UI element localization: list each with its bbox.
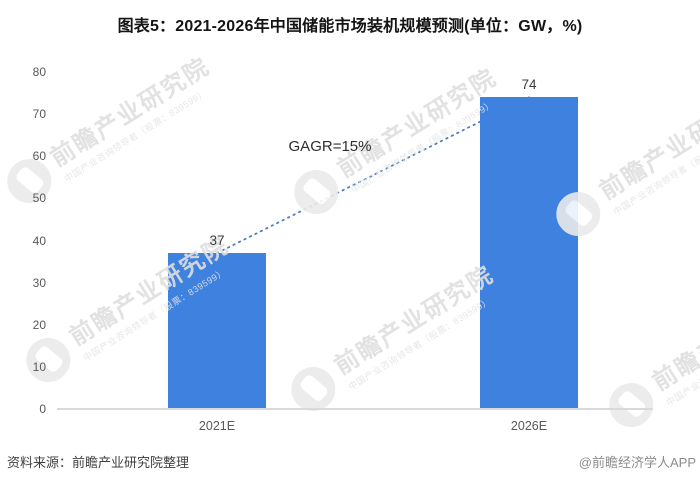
y-tick-label: 50 (32, 191, 46, 206)
x-axis-line (57, 408, 653, 410)
y-tick-label: 10 (32, 359, 46, 374)
y-tick-label: 60 (32, 149, 46, 164)
bar-2026E (480, 97, 578, 409)
y-tick-label: 80 (32, 65, 46, 79)
bar-value-label: 74 (521, 77, 537, 92)
y-tick-label: 30 (32, 275, 46, 290)
cagr-annotation: GAGR=15% (288, 138, 372, 155)
y-tick-label: 40 (32, 233, 46, 248)
x-axis-label: 2026E (510, 419, 548, 433)
credit-note: @前瞻经济学人APP (578, 455, 696, 470)
y-tick-label: 0 (39, 402, 46, 416)
source-note: 资料来源：前瞻产业研究院整理 (7, 455, 190, 470)
chart-title: 图表5：2021-2026年中国储能市场装机规模预测(单位：GW，%) (117, 18, 583, 35)
x-axis-label: 2021E (198, 419, 236, 433)
y-tick-label: 70 (32, 107, 46, 122)
bar-2021E (168, 253, 266, 409)
bar-value-label: 37 (209, 233, 225, 248)
y-tick-label: 20 (32, 317, 46, 332)
